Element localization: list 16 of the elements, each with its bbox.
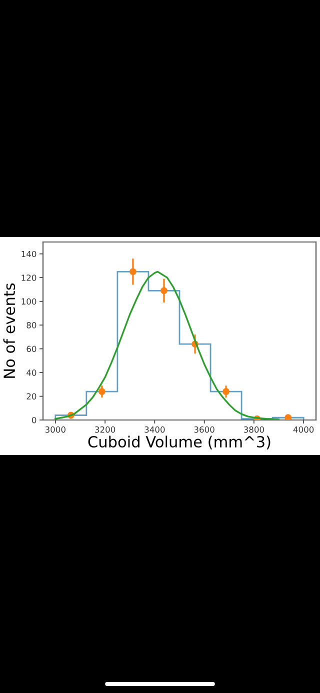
- y-tick-label: 40: [26, 370, 36, 376]
- x-tick-label: 3400: [144, 426, 165, 433]
- y-tick-label: 80: [26, 322, 36, 328]
- y-tick-label: 20: [26, 393, 36, 400]
- y-tick-label: 0: [32, 416, 36, 424]
- y-tick-label: 140: [22, 250, 36, 258]
- x-axis-title: Cuboid Volume (mm^3): [88, 436, 270, 450]
- x-tick-label: 3600: [194, 426, 214, 433]
- y-tick-label: 120: [22, 274, 36, 281]
- x-tick-label: 3200: [95, 426, 116, 433]
- y-tick-label: 60: [26, 346, 36, 352]
- y-axis-title: No of events: [3, 283, 16, 378]
- x-tick-label: 3000: [45, 426, 66, 433]
- x-tick-label: 3800: [244, 426, 264, 433]
- x-tick-label: 4000: [293, 426, 314, 433]
- y-tick-label: 100: [22, 298, 36, 305]
